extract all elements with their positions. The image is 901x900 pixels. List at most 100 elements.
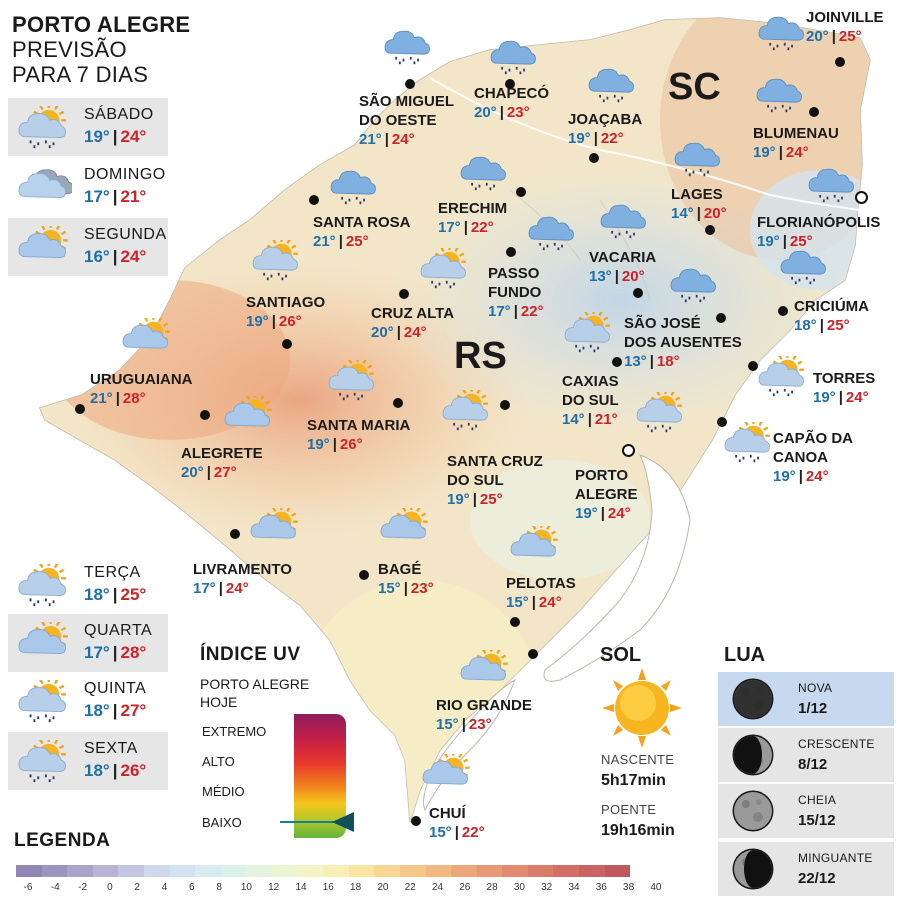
rain-cloud-icon: [586, 62, 638, 104]
sun-cloud-rain-icon: [250, 237, 302, 282]
city-name: JOAÇABA: [568, 111, 643, 128]
city-marker-torres[interactable]: [748, 361, 758, 371]
city-marker-santa-cruz-do-sul[interactable]: [500, 400, 510, 410]
city-marker-santa-maria[interactable]: [393, 398, 403, 408]
sun-cloud-rain-icon: [756, 353, 808, 398]
city-name-line2: DO OESTE: [359, 112, 437, 129]
forecast-day-card: DOMINGO 17° | 21°: [8, 158, 168, 216]
city-marker-florianopolis[interactable]: [855, 191, 868, 204]
legend-swatch: [92, 865, 119, 877]
legend-swatch: [579, 865, 605, 877]
city-marker-alegrete[interactable]: [200, 410, 210, 420]
city-marker-caxias-do-sul[interactable]: [612, 357, 622, 367]
sun-cloud-icon: [14, 619, 72, 666]
legend-tick-label: 22: [404, 882, 416, 893]
city-marker-bage[interactable]: [359, 570, 369, 580]
city-marker-erechim[interactable]: [516, 187, 526, 197]
city-marker-santiago[interactable]: [282, 339, 292, 349]
temp-separator: |: [531, 594, 536, 611]
sunset-label: POENTE: [601, 802, 657, 817]
uv-level-high: ALTO: [202, 754, 235, 769]
city-marker-capao-da-canoa[interactable]: [717, 417, 727, 427]
city-temps: 20° | 24°: [371, 323, 454, 342]
sun-cloud-rain-icon: [14, 737, 72, 784]
temp-separator: |: [778, 144, 783, 161]
city-min-temp: 21°: [359, 131, 382, 148]
forecast-temps: 17° | 21°: [84, 187, 146, 207]
forecast-day-card: SEXTA 18° | 26°: [8, 732, 168, 790]
state-label-sc: SC: [668, 66, 721, 108]
city-marker-criciuma[interactable]: [778, 306, 788, 316]
city-max-temp: 23°: [468, 716, 492, 733]
sun-cloud-icon: [458, 647, 510, 692]
sun-cloud-rain-icon: [14, 677, 72, 724]
temp-separator: |: [396, 324, 401, 341]
city-temps: 17° | 22°: [488, 302, 544, 321]
city-label-lages: LAGES 14° | 20°: [671, 185, 727, 223]
city-temps: 19° | 24°: [813, 388, 875, 407]
city-name-line2: FUNDO: [488, 284, 542, 301]
city-max-temp: 25°: [345, 233, 369, 250]
city-marker-sao-miguel-do-oeste[interactable]: [405, 79, 415, 89]
city-temps: 19° | 25°: [757, 232, 880, 251]
city-marker-porto-alegre[interactable]: [622, 444, 635, 457]
city-max-temp: 26°: [339, 436, 363, 453]
city-label-santa-rosa: SANTA ROSA 21° | 25°: [313, 213, 411, 251]
city-min-temp: 15°: [378, 580, 401, 597]
city-min-temp: 19°: [307, 436, 330, 453]
city-label-rio-grande: RIO GRANDE 15° | 23°: [436, 696, 532, 734]
legend-tick-label: 0: [107, 882, 113, 893]
city-max-temp: 20°: [621, 268, 645, 285]
city-label-erechim: ERECHIM 17° | 22°: [438, 199, 507, 237]
city-marker-cruz-alta[interactable]: [399, 289, 409, 299]
city-name: LAGES: [671, 186, 723, 203]
sun-icon: [602, 668, 682, 748]
city-marker-sao-jose-dos-ausentes[interactable]: [716, 313, 726, 323]
city-max-temp: 25°: [479, 491, 503, 508]
legend-swatch: [41, 865, 68, 877]
city-max-temp: 24°: [607, 505, 631, 522]
city-min-temp: 19°: [813, 389, 836, 406]
city-marker-joinville[interactable]: [835, 57, 845, 67]
city-max-temp: 24°: [845, 389, 869, 406]
city-name: SANTA ROSA: [313, 214, 411, 231]
city-name: SANTIAGO: [246, 294, 326, 311]
city-marker-chui[interactable]: [411, 816, 421, 826]
temp-separator: |: [454, 824, 459, 841]
city-min-temp: 19°: [753, 144, 776, 161]
city-marker-santa-rosa[interactable]: [309, 195, 319, 205]
city-marker-chapeco[interactable]: [505, 79, 515, 89]
city-marker-joacaba[interactable]: [589, 153, 599, 163]
legend-swatch: [323, 865, 349, 877]
city-marker-lages[interactable]: [705, 225, 715, 235]
temp-separator: |: [112, 761, 118, 780]
city-marker-passo-fundo[interactable]: [506, 247, 516, 257]
city-marker-vacaria[interactable]: [633, 288, 643, 298]
city-temps: 15° | 24°: [506, 593, 576, 612]
cloudy-icon: [14, 166, 74, 210]
legend-swatch: [348, 865, 375, 877]
legend-tick-label: 38: [623, 882, 635, 893]
temp-separator: |: [513, 303, 518, 320]
city-marker-uruguaiana[interactable]: [75, 404, 85, 414]
temp-separator: |: [782, 233, 787, 250]
city-temps: 19° | 22°: [568, 129, 642, 148]
city-temps: 18° | 25°: [794, 316, 869, 335]
sun-cloud-rain-icon: [722, 419, 774, 464]
title-city: PORTO ALEGRE: [12, 12, 191, 37]
rain-cloud-icon: [382, 24, 434, 66]
city-marker-rio-grande[interactable]: [528, 649, 538, 659]
city-label-sao-jose-dos-ausentes: SÃO JOSÉ DOS AUSENTES 13° | 18°: [624, 314, 742, 371]
city-marker-blumenau[interactable]: [809, 107, 819, 117]
legend-tick-label: -4: [50, 882, 60, 893]
city-name: BLUMENAU: [753, 125, 839, 142]
city-temps: 21° | 28°: [90, 389, 193, 408]
city-marker-pelotas[interactable]: [510, 617, 520, 627]
forecast-day-card: SÁBADO 19° | 24°: [8, 98, 168, 156]
legend-tick-label: 10: [240, 882, 252, 893]
city-min-temp: 20°: [806, 28, 829, 45]
city-marker-livramento[interactable]: [230, 529, 240, 539]
city-name-line1: CAPÃO DA: [773, 430, 854, 447]
temp-separator: |: [587, 411, 592, 428]
temp-separator: |: [112, 643, 118, 662]
